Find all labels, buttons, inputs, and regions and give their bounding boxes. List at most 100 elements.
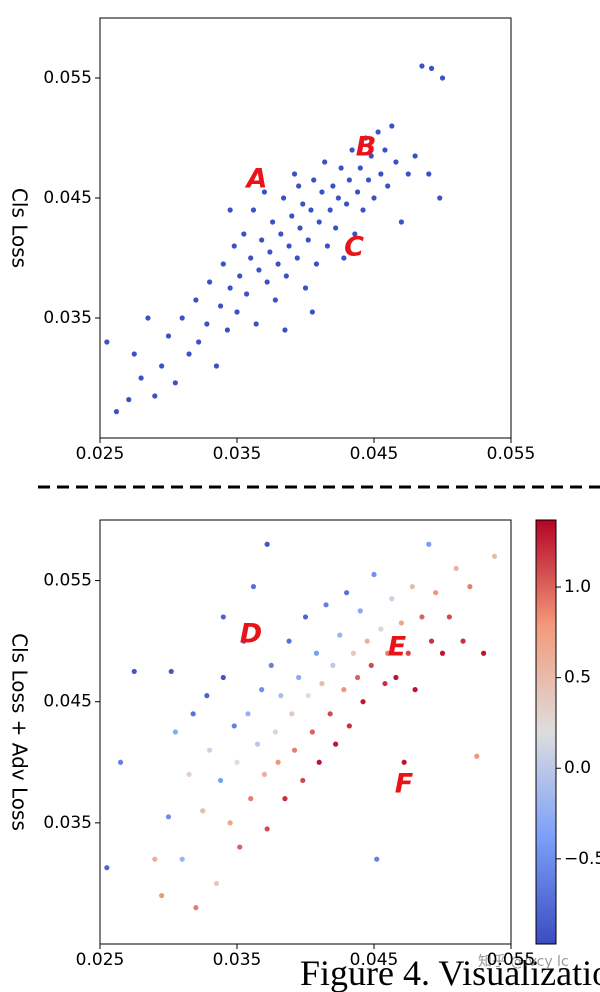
point	[179, 315, 185, 321]
point	[378, 626, 384, 632]
point	[250, 584, 257, 590]
point	[344, 201, 350, 207]
point	[309, 729, 315, 735]
annotation: E	[388, 632, 407, 663]
point	[401, 759, 407, 765]
point	[323, 602, 329, 608]
point	[322, 159, 328, 165]
y-tick-label: 0.035	[43, 813, 92, 833]
point	[324, 243, 331, 249]
point	[316, 759, 322, 765]
point	[272, 729, 278, 735]
point	[264, 826, 270, 832]
point	[283, 273, 289, 279]
point	[378, 171, 384, 177]
point	[300, 201, 306, 207]
point	[275, 261, 281, 267]
colorbar	[535, 519, 557, 945]
point	[330, 662, 336, 668]
point	[231, 723, 237, 729]
point	[405, 650, 411, 656]
point	[152, 856, 158, 862]
point	[412, 687, 418, 693]
point	[152, 393, 158, 399]
point	[371, 571, 377, 578]
point	[193, 297, 199, 303]
y-tick-label: 0.035	[43, 308, 92, 328]
annotation: A	[245, 164, 268, 195]
watermark: 知乎 @ivcy lc	[478, 953, 569, 970]
point	[453, 565, 459, 572]
colorbar-tick-label: 0.5	[564, 668, 591, 688]
colorbar-tick-label: 0.0	[564, 758, 591, 778]
y-tick-label: 0.045	[43, 188, 92, 208]
point	[398, 219, 404, 225]
point	[316, 219, 322, 225]
point	[460, 638, 466, 644]
point	[439, 650, 446, 656]
point	[213, 880, 220, 887]
point	[313, 261, 320, 267]
point	[126, 397, 132, 403]
point	[309, 309, 315, 315]
colorbar-tick-label: 1.0	[564, 577, 591, 597]
point	[291, 747, 298, 753]
point	[193, 905, 199, 911]
plot-area	[99, 17, 512, 439]
point	[278, 693, 284, 699]
point	[382, 680, 388, 687]
point	[280, 195, 287, 201]
point	[217, 777, 224, 784]
point	[145, 315, 151, 321]
point	[313, 650, 320, 656]
point	[393, 159, 399, 165]
point	[437, 195, 443, 201]
annotation: F	[395, 769, 414, 800]
point	[481, 650, 487, 656]
point	[357, 165, 363, 171]
point	[330, 183, 336, 189]
point	[338, 165, 344, 171]
point	[172, 729, 178, 735]
point	[254, 741, 261, 747]
point	[308, 207, 314, 213]
point	[204, 321, 210, 327]
point	[305, 693, 311, 699]
point	[131, 668, 137, 675]
point	[352, 231, 358, 237]
point	[319, 189, 325, 195]
point	[341, 687, 347, 693]
x-tick-label: 0.055	[487, 950, 536, 970]
point	[289, 711, 295, 717]
point	[172, 380, 178, 386]
point	[245, 711, 251, 717]
point	[220, 674, 226, 681]
point	[213, 363, 220, 369]
point	[289, 213, 295, 219]
point	[261, 771, 267, 778]
y-axis-label: Cls Loss + Adv Loss	[8, 633, 32, 831]
point	[282, 796, 288, 802]
point	[354, 674, 361, 681]
point	[385, 183, 391, 189]
point	[428, 65, 435, 71]
x-tick-label: 0.055	[487, 444, 536, 464]
point	[385, 650, 391, 656]
point	[333, 225, 339, 231]
point	[439, 75, 446, 81]
point	[286, 243, 292, 249]
point	[196, 339, 202, 345]
point	[168, 668, 174, 675]
point	[296, 674, 302, 681]
x-tick-label: 0.035	[213, 950, 262, 970]
point	[360, 207, 366, 213]
point	[282, 327, 288, 333]
point	[446, 614, 452, 620]
point	[346, 723, 352, 729]
y-tick-label: 0.045	[43, 692, 92, 712]
point	[368, 662, 374, 668]
point	[300, 777, 306, 784]
point	[349, 147, 355, 153]
point	[354, 189, 361, 195]
